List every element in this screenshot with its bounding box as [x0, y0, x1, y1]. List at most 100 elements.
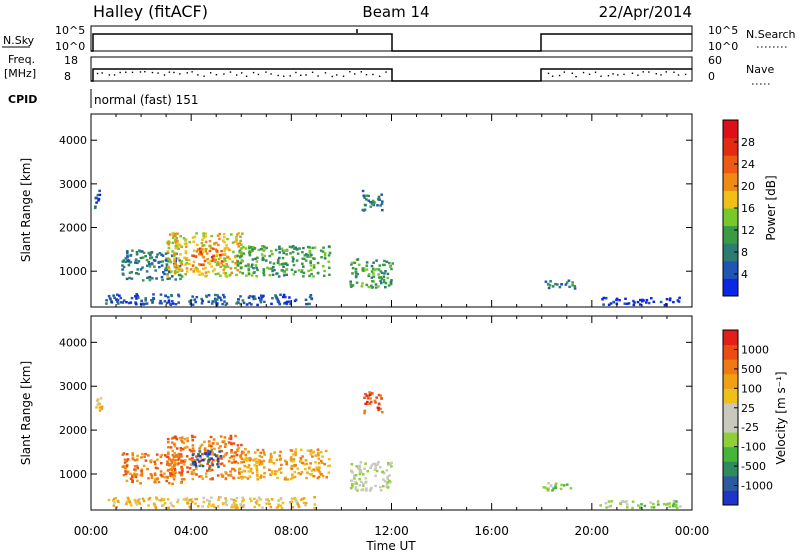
power-cell — [252, 297, 256, 301]
time-tick-label: 20:00 — [575, 524, 610, 538]
velocity-cell — [234, 503, 238, 506]
power-cell — [281, 263, 284, 266]
power-cell — [169, 233, 172, 236]
power-cell — [165, 301, 169, 305]
velocity-cell — [254, 501, 258, 504]
velocity-colorbar-cell — [723, 402, 738, 418]
power-cell — [236, 233, 239, 236]
velocity-cell — [202, 500, 206, 504]
velocity-cell — [382, 472, 386, 475]
power-cell — [204, 266, 207, 270]
power-cell — [282, 295, 285, 299]
power-cell — [126, 258, 129, 262]
velocity-cell — [365, 394, 369, 397]
velocity-cell — [253, 497, 256, 500]
power-cell — [144, 299, 147, 302]
nave-dot — [582, 71, 585, 74]
power-cell — [609, 302, 613, 305]
velocity-cell — [656, 500, 660, 503]
power-cell — [265, 246, 268, 250]
nave-dot — [215, 74, 218, 76]
power-cell — [260, 294, 263, 297]
power-cell — [387, 284, 391, 287]
velocity-cell — [175, 438, 179, 441]
velocity-cell — [240, 452, 244, 455]
velocity-cell — [234, 499, 238, 503]
power-colorbar-tick-label: 24 — [741, 158, 755, 171]
velocity-cell — [196, 458, 199, 461]
power-cell — [143, 302, 147, 306]
velocity-cell — [260, 460, 263, 463]
power-cell — [312, 275, 315, 278]
velocity-cell — [304, 501, 308, 505]
nsky-tick-bottom: 10^0 — [55, 40, 85, 53]
velocity-cell — [169, 446, 173, 449]
power-cell — [270, 253, 274, 256]
power-cell — [174, 278, 177, 281]
power-cell — [640, 300, 644, 303]
power-cell — [389, 281, 393, 284]
power-cell — [191, 254, 194, 257]
velocity-cell — [299, 498, 303, 502]
velocity-cell — [230, 451, 233, 454]
power-cell — [327, 266, 331, 269]
velocity-cell — [232, 458, 236, 461]
power-cell — [281, 249, 285, 252]
velocity-cell — [358, 478, 361, 481]
velocity-cell — [255, 460, 258, 463]
power-cell — [239, 250, 243, 254]
power-cell — [185, 257, 189, 260]
velocity-cell — [220, 473, 223, 476]
velocity-cell — [265, 502, 268, 505]
velocity-cell — [139, 482, 142, 485]
velocity-cell — [309, 449, 313, 452]
power-cell — [296, 252, 300, 255]
velocity-cell — [180, 478, 184, 481]
velocity-cell — [248, 459, 252, 462]
velocity-cell — [172, 436, 176, 439]
velocity-cell — [192, 463, 195, 467]
power-cell — [261, 245, 264, 248]
velocity-colorbar-tick-label: 100 — [741, 382, 762, 395]
velocity-cell — [258, 454, 262, 458]
power-cell — [308, 274, 311, 278]
velocity-cell — [190, 472, 194, 475]
velocity-cell — [542, 486, 546, 489]
velocity-colorbar-cell — [723, 359, 738, 375]
velocity-cell — [253, 451, 257, 454]
velocity-cell — [185, 455, 189, 458]
velocity-cell — [235, 506, 238, 510]
velocity-cell — [201, 477, 205, 480]
nave-dot — [240, 72, 243, 74]
power-cell — [349, 283, 353, 286]
power-cell — [176, 244, 180, 248]
power-cell — [312, 266, 316, 269]
velocity-cell — [149, 473, 153, 476]
power-cell — [288, 296, 291, 299]
power-cell — [136, 261, 139, 265]
power-cell — [141, 302, 145, 305]
power-cell — [241, 299, 245, 302]
power-cell — [282, 274, 286, 277]
velocity-cell — [256, 448, 260, 452]
velocity-cell — [208, 467, 211, 470]
power-cell — [301, 251, 304, 254]
power-cell — [239, 252, 243, 255]
velocity-cell — [369, 397, 372, 400]
velocity-cell — [242, 498, 245, 501]
velocity-cell — [176, 498, 180, 501]
velocity-cell — [210, 445, 213, 448]
power-cell — [171, 300, 174, 303]
power-cell — [215, 298, 219, 301]
nave-dot — [265, 71, 267, 73]
velocity-cell — [201, 458, 204, 462]
power-cell — [128, 276, 131, 280]
power-cell — [627, 302, 631, 305]
velocity-cell — [166, 437, 170, 441]
velocity-cell — [180, 461, 183, 464]
velocity-cell — [353, 474, 356, 477]
power-cell — [672, 300, 675, 304]
nsearch-tick-top: 10^5 — [708, 24, 738, 37]
power-cell — [262, 258, 265, 261]
velocity-cell — [244, 453, 248, 457]
